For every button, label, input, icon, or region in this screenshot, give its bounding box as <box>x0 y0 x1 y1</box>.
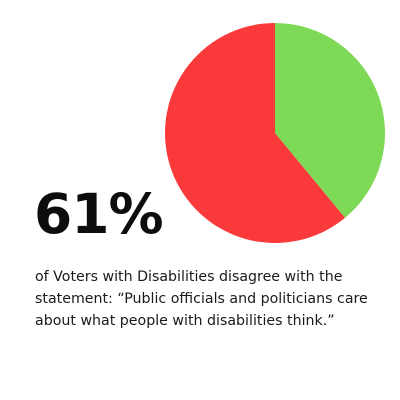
statement-caption: of Voters with Disabilities disagree wit… <box>35 269 368 329</box>
pie-chart <box>165 22 386 244</box>
pie-slice-disagree <box>165 23 346 244</box>
pie-slice-other <box>275 22 386 218</box>
headline-percentage: 61% <box>34 182 164 246</box>
